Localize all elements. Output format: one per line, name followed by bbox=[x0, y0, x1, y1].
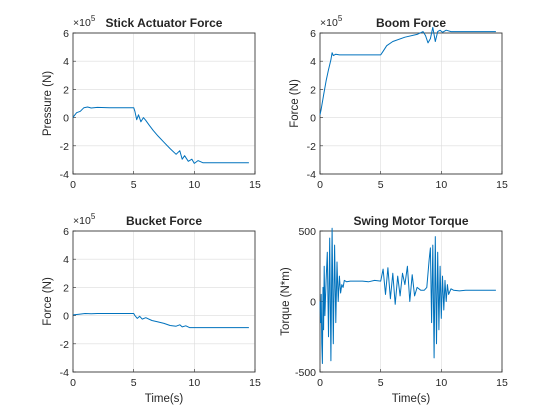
x-axis-label: Time(s) bbox=[145, 393, 184, 405]
y-tick-label: -4 bbox=[60, 367, 69, 379]
y-tick-label: 500 bbox=[298, 226, 316, 238]
x-tick-label: 10 bbox=[435, 179, 447, 191]
y-tick-label: 2 bbox=[63, 84, 69, 96]
subplot-1: 0 5 10 15 -4 -2 0 2 4 6 Stick Actuator Force Pressu… bbox=[42, 14, 261, 191]
plot-area bbox=[72, 32, 256, 175]
x-tick-label: 15 bbox=[249, 377, 261, 389]
axes-frame bbox=[72, 32, 256, 175]
exponent-power: 5 bbox=[91, 212, 96, 221]
y-tick-label: 6 bbox=[63, 28, 69, 40]
x-tick-label: 15 bbox=[496, 179, 508, 191]
series-line-1 bbox=[72, 106, 249, 164]
plot-area bbox=[319, 32, 503, 175]
y-axis-label: Torque (N*m) bbox=[280, 267, 292, 336]
x-tick-label: 0 bbox=[317, 179, 323, 191]
y-tick-label: -500 bbox=[295, 367, 316, 379]
y-tick-label: 0 bbox=[63, 113, 69, 125]
chart-title: Bucket Force bbox=[126, 214, 202, 228]
axes-frame bbox=[72, 230, 256, 373]
axis-exponent: ×105 bbox=[73, 212, 96, 227]
y-tick-label: 2 bbox=[63, 282, 69, 294]
y-tick-label: -2 bbox=[60, 339, 69, 351]
series-line-1 bbox=[72, 313, 249, 329]
x-tick-label: 5 bbox=[378, 179, 384, 191]
x-tick-label: 10 bbox=[188, 179, 200, 191]
y-tick-label: -4 bbox=[60, 169, 69, 181]
x-tick-label: 0 bbox=[70, 377, 76, 389]
y-axis-label: Pressure (N) bbox=[42, 71, 54, 136]
exponent-power: 5 bbox=[91, 14, 96, 23]
y-tick-label: 0 bbox=[310, 297, 316, 309]
y-tick-label: -4 bbox=[307, 169, 316, 181]
y-tick-label: 6 bbox=[310, 28, 316, 40]
exponent-base: ×10 bbox=[73, 17, 91, 29]
y-tick-label: 4 bbox=[63, 254, 69, 266]
axis-exponent: ×105 bbox=[73, 14, 96, 29]
x-tick-label: 0 bbox=[70, 179, 76, 191]
x-tick-label: 10 bbox=[188, 377, 200, 389]
x-tick-label: 5 bbox=[131, 179, 137, 191]
y-tick-label: 4 bbox=[310, 56, 316, 68]
series-line-1 bbox=[319, 26, 496, 115]
x-tick-label: 5 bbox=[131, 377, 137, 389]
exponent-base: ×10 bbox=[320, 17, 338, 29]
subplot-3: 0 5 10 15 -4 -2 0 2 4 6 Bucket Force Force (N) Time(… bbox=[42, 212, 261, 405]
y-tick-label: -2 bbox=[60, 141, 69, 153]
y-axis-label: Force (N) bbox=[289, 79, 301, 128]
x-tick-label: 15 bbox=[496, 377, 508, 389]
y-tick-label: 0 bbox=[310, 113, 316, 125]
x-tick-label: 0 bbox=[317, 377, 323, 389]
y-tick-label: 6 bbox=[63, 226, 69, 238]
x-tick-label: 15 bbox=[249, 179, 261, 191]
x-tick-label: 10 bbox=[435, 377, 447, 389]
x-axis-label: Time(s) bbox=[392, 393, 431, 405]
exponent-base: ×10 bbox=[73, 215, 91, 227]
plot-area bbox=[72, 230, 256, 373]
y-axis-label: Force (N) bbox=[42, 277, 54, 326]
y-tick-label: 0 bbox=[63, 311, 69, 323]
axis-exponent: ×105 bbox=[320, 14, 343, 29]
y-tick-label: -2 bbox=[307, 141, 316, 153]
x-tick-label: 5 bbox=[378, 377, 384, 389]
y-tick-label: 4 bbox=[63, 56, 69, 68]
chart-title: Boom Force bbox=[376, 16, 446, 30]
chart-title: Stick Actuator Force bbox=[106, 16, 223, 30]
chart-title: Swing Motor Torque bbox=[353, 214, 468, 228]
exponent-power: 5 bbox=[338, 14, 343, 23]
axes-frame bbox=[319, 32, 503, 175]
series-line-1 bbox=[319, 227, 496, 364]
y-tick-label: 2 bbox=[310, 84, 316, 96]
